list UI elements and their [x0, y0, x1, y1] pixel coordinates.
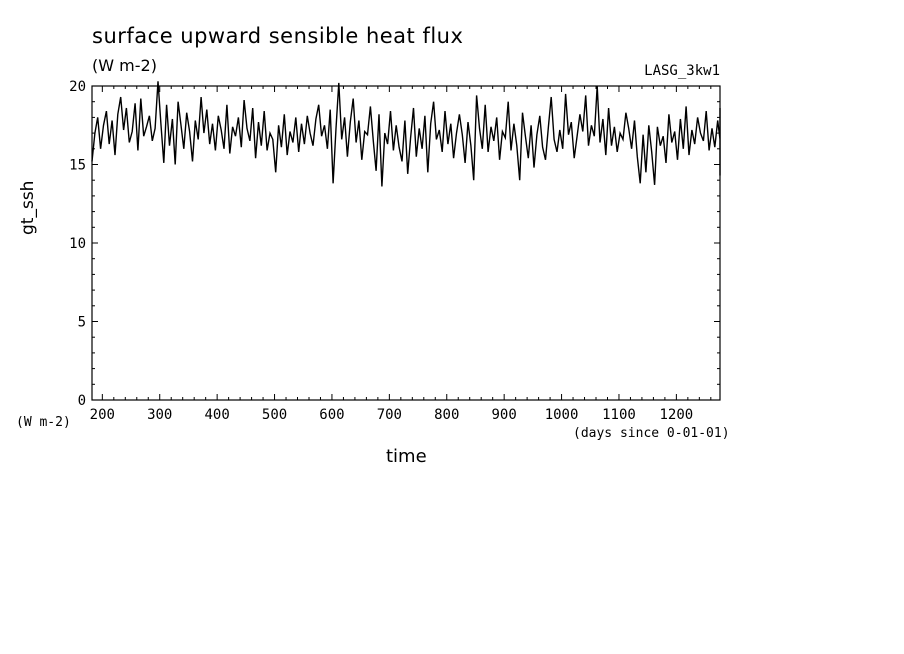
y-tick-label: 15: [69, 158, 86, 174]
x-tick-label: 1000: [545, 407, 579, 423]
x-axis-unit-label: (days since 0-01-01): [573, 426, 730, 441]
series-line-0: [91, 81, 721, 187]
x-tick-label: 200: [90, 407, 115, 423]
plot-frame: [91, 85, 721, 401]
chart-title: surface upward sensible heat flux: [92, 24, 464, 48]
y-axis-unit-label: (W m-2): [16, 415, 71, 430]
y-tick-label: 20: [69, 79, 86, 95]
x-tick-label: 600: [319, 407, 344, 423]
series-group: [91, 81, 721, 187]
y-tick-label: 0: [78, 393, 86, 409]
x-tick-label: 1100: [602, 407, 636, 423]
y-tick-label: 10: [69, 236, 86, 252]
x-axis-label: time: [386, 446, 427, 467]
x-tick-label: 400: [204, 407, 229, 423]
x-tick-label: 1200: [660, 407, 694, 423]
y-tick-label: 5: [78, 315, 86, 331]
axis-ticks: 200 300 400 500 600 700 800 900 1000 1100 1200 0 5 10…: [69, 79, 720, 423]
chart-units: (W m-2): [92, 56, 157, 75]
x-tick-label: 800: [434, 407, 459, 423]
model-label: LASG_3kw1: [644, 63, 720, 79]
x-tick-label: 900: [492, 407, 517, 423]
x-tick-label: 700: [377, 407, 402, 423]
x-tick-label: 500: [262, 407, 287, 423]
x-tick-label: 300: [147, 407, 172, 423]
